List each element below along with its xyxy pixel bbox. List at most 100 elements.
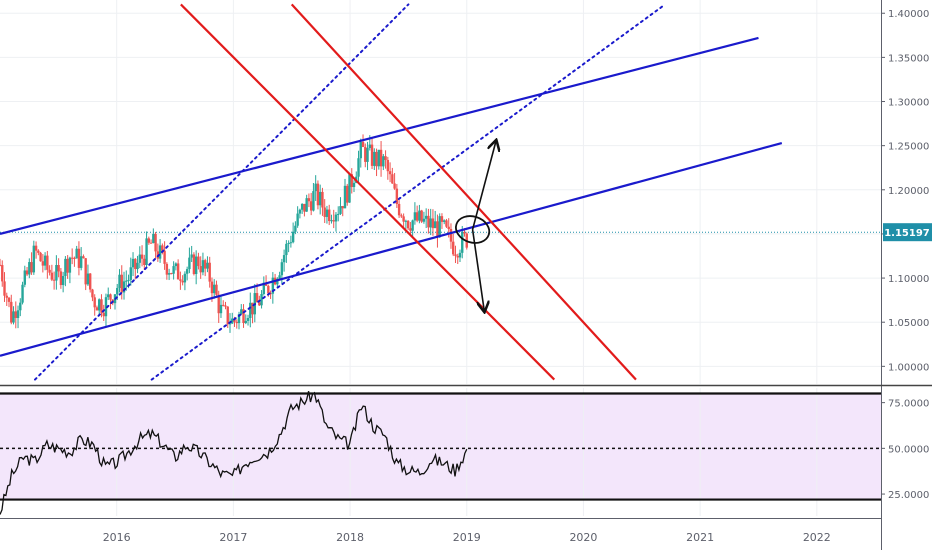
- candle-body: [413, 212, 417, 221]
- candle-body: [118, 274, 121, 288]
- candle-body: [125, 280, 128, 282]
- candle-body: [201, 260, 205, 273]
- candle-body: [181, 280, 184, 283]
- candle-body: [131, 258, 135, 268]
- candle-body: [348, 174, 351, 203]
- candle-body: [332, 220, 335, 222]
- candle-body: [287, 243, 290, 245]
- candle-body: [210, 281, 214, 294]
- candle-body: [134, 258, 137, 270]
- candle-body: [452, 241, 455, 255]
- candle-body: [433, 221, 437, 229]
- candle-body: [418, 210, 421, 221]
- candle-body: [95, 307, 99, 311]
- blue-channel-line: [0, 36, 759, 235]
- rsi-line: [0, 391, 468, 515]
- candle-body: [179, 279, 182, 281]
- candle-body: [366, 148, 369, 162]
- candle-body: [84, 258, 87, 285]
- candle-body: [420, 210, 423, 222]
- candle-body: [222, 304, 225, 306]
- candle-body: [246, 318, 250, 321]
- candle-body: [440, 216, 444, 222]
- candle-body: [240, 309, 243, 315]
- candle-body: [102, 312, 105, 317]
- candle-body: [445, 220, 448, 227]
- candle-body: [203, 260, 207, 269]
- candle-body: [206, 262, 209, 269]
- candle-body: [458, 252, 462, 258]
- candle-body: [379, 149, 383, 167]
- candle-body: [260, 293, 263, 306]
- candle-body: [228, 323, 232, 325]
- candle-body: [5, 295, 8, 298]
- candle-body: [122, 281, 126, 293]
- candle-body: [271, 277, 275, 294]
- candle-body: [100, 299, 103, 313]
- candle-body: [318, 191, 322, 206]
- candle-body: [294, 225, 297, 232]
- candle-body: [170, 273, 173, 275]
- candle-body: [12, 311, 15, 323]
- candle-body: [328, 209, 331, 222]
- candle-body: [138, 254, 142, 263]
- candle-body: [197, 256, 200, 267]
- candle-body: [436, 221, 439, 238]
- candle-body: [406, 220, 410, 229]
- projection-arrow: [471, 141, 496, 230]
- candle-body: [415, 212, 419, 221]
- x-tick-label: 2021: [686, 531, 714, 544]
- candle-body: [368, 144, 371, 149]
- candle-body: [75, 248, 78, 259]
- red-channel-line: [180, 3, 556, 381]
- candle-body: [66, 258, 69, 273]
- candle-body: [91, 289, 94, 298]
- candle-body: [163, 250, 166, 264]
- candle-body: [32, 245, 36, 273]
- candle-body: [73, 257, 76, 259]
- candle-body: [377, 149, 381, 167]
- rsi-tick-label: 25.0000: [888, 490, 929, 501]
- candle-body: [276, 278, 279, 285]
- y-tick-label: 1.35000: [888, 53, 929, 64]
- candle-body: [346, 185, 349, 203]
- candle-body: [447, 226, 450, 230]
- rsi-band: [0, 393, 881, 500]
- candle-body: [402, 216, 405, 222]
- candle-body: [393, 183, 396, 189]
- candle-body: [404, 220, 408, 222]
- candle-body: [300, 203, 304, 210]
- candle-body: [235, 321, 238, 324]
- candle-body: [147, 238, 151, 243]
- candle-body: [86, 273, 90, 285]
- candle-body: [382, 156, 385, 167]
- rsi-tick-label: 50.0000: [888, 444, 929, 455]
- candle-body: [10, 301, 13, 323]
- candle-body: [219, 304, 223, 314]
- candle-body: [136, 262, 139, 270]
- candle-body: [3, 281, 6, 296]
- candle-body: [109, 294, 112, 300]
- candle-body: [280, 262, 284, 276]
- candle-body: [429, 218, 432, 228]
- candle-body: [289, 242, 293, 244]
- candle-body: [325, 209, 329, 217]
- candle-body: [364, 146, 367, 162]
- candle-body: [88, 273, 92, 290]
- candle-body: [409, 228, 412, 231]
- candle-body: [352, 182, 356, 188]
- candle-body: [120, 274, 123, 293]
- x-tick-label: 2020: [569, 531, 597, 544]
- candle-body: [30, 262, 33, 273]
- candle-body: [269, 293, 272, 295]
- candle-body: [165, 263, 169, 275]
- candle-body: [50, 272, 54, 280]
- candle-body: [48, 269, 51, 273]
- candle-body: [116, 287, 119, 295]
- candle-body: [158, 245, 162, 259]
- candle-body: [143, 258, 146, 266]
- x-tick-label: 2016: [103, 531, 131, 544]
- candle-body: [226, 306, 229, 325]
- candle-body: [215, 284, 218, 295]
